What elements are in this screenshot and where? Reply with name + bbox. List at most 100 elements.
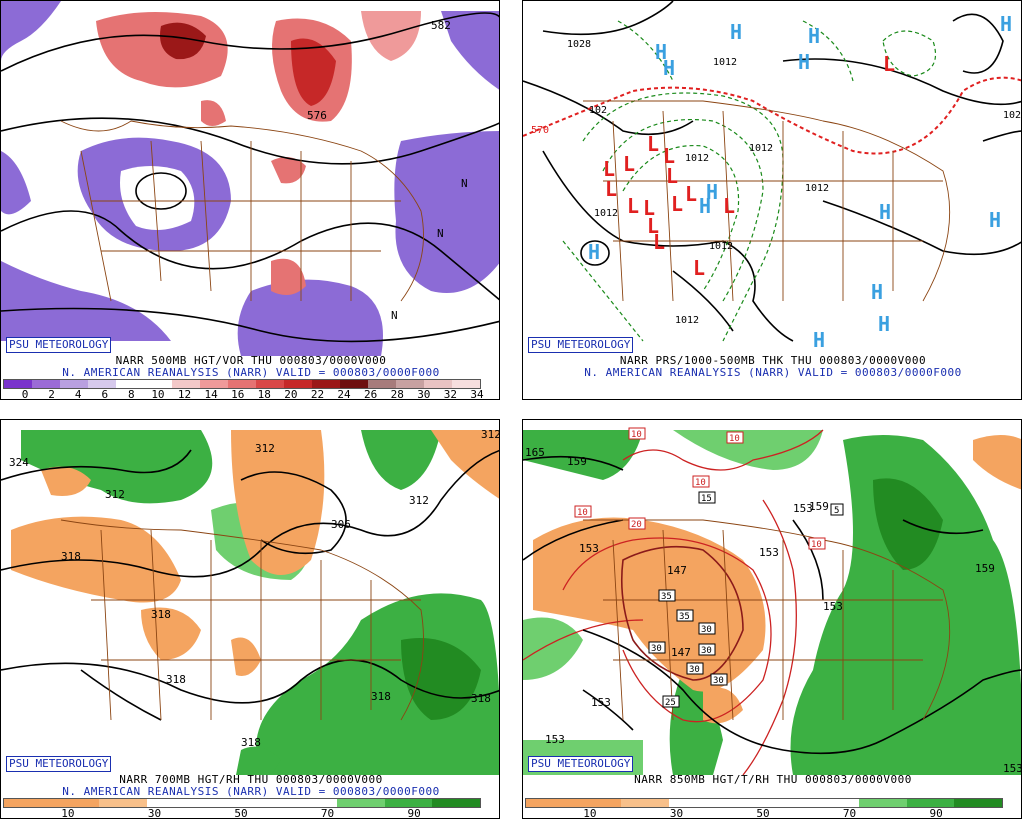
colorbar-segment bbox=[51, 799, 100, 807]
contour-label: 159 bbox=[567, 455, 587, 468]
high-pressure-marker: H bbox=[871, 280, 883, 304]
colorbar-segment bbox=[432, 799, 480, 807]
map-valid-time: N. AMERICAN REANALYSIS (NARR) VALID = 00… bbox=[584, 366, 962, 379]
contour-label: 102 bbox=[1003, 110, 1021, 121]
contour-label: 570 bbox=[531, 125, 549, 136]
colorbar-segment bbox=[396, 380, 424, 388]
contour-label: 1012 bbox=[685, 153, 709, 164]
colorbar-segment bbox=[99, 799, 147, 807]
high-pressure-marker: H bbox=[989, 208, 1001, 232]
temperature-label: 30 bbox=[701, 625, 712, 635]
temperature-label: 30 bbox=[713, 676, 724, 686]
low-pressure-marker: L bbox=[883, 52, 895, 76]
low-pressure-marker: L bbox=[671, 192, 683, 216]
colorbar-tick-label: 30 bbox=[417, 388, 431, 400]
colorbar-segment bbox=[340, 380, 368, 388]
colorbar-segment bbox=[452, 380, 480, 388]
contour-label: 318 bbox=[471, 692, 491, 705]
psu-meteorology-badge: PSU METEOROLOGY bbox=[528, 756, 634, 772]
map-title: NARR 500MB HGT/VOR THU 000803/0000V000 bbox=[115, 354, 387, 367]
colorbar-segment bbox=[716, 799, 764, 807]
psu-meteorology-badge: PSU METEOROLOGY bbox=[6, 756, 112, 772]
temperature-label: 15 bbox=[701, 494, 712, 504]
colorbar-segment bbox=[228, 380, 256, 388]
high-pressure-marker: H bbox=[730, 20, 742, 44]
colorbar-segment bbox=[368, 380, 396, 388]
colorbar-tick-label: 6 bbox=[101, 388, 109, 400]
colorbar-tick-label: 32 bbox=[443, 388, 458, 400]
contour-label: 153 bbox=[823, 600, 843, 613]
colorbar-tick-label: 70 bbox=[320, 807, 335, 819]
colorbar-tick-label: 90 bbox=[929, 807, 943, 819]
colorbar-segment bbox=[424, 380, 452, 388]
low-pressure-marker: L bbox=[603, 157, 615, 181]
colorbar-segment bbox=[60, 380, 88, 388]
temperature-label: 10 bbox=[729, 434, 740, 444]
colorbar-segment bbox=[668, 799, 717, 807]
colorbar-tick-label: 50 bbox=[234, 807, 248, 819]
low-pressure-marker: L bbox=[605, 177, 617, 201]
colorbar-tick-label: 28 bbox=[390, 388, 404, 400]
colorbar-segment bbox=[526, 799, 574, 807]
colorbar-tick-label: 50 bbox=[756, 807, 770, 819]
contour-label: N bbox=[437, 227, 444, 240]
contour-label: 318 bbox=[166, 673, 186, 686]
temperature-label: 35 bbox=[679, 612, 690, 622]
colorbar-segment bbox=[384, 799, 433, 807]
colorbar-segment bbox=[284, 380, 312, 388]
colorbar-segment bbox=[954, 799, 1002, 807]
contour-label: 312 bbox=[409, 494, 429, 507]
temperature-label: 30 bbox=[689, 665, 700, 675]
temperature-label: 30 bbox=[651, 644, 662, 654]
colorbar-ticks: 10 30 50 70 90 bbox=[523, 807, 1021, 819]
map-title: NARR 700MB HGT/RH THU 000803/0000V000 bbox=[119, 773, 383, 786]
colorbar-tick-label: 30 bbox=[147, 807, 162, 819]
colorbar-segment bbox=[241, 799, 290, 807]
colorbar-tick-label: 4 bbox=[74, 388, 82, 400]
temperature-label: 35 bbox=[661, 592, 672, 602]
colorbar-segment bbox=[144, 380, 172, 388]
colorbar-tick-label: 16 bbox=[231, 388, 245, 400]
colorbar-segment bbox=[337, 799, 385, 807]
high-pressure-marker: H bbox=[588, 240, 600, 264]
colorbar-segment bbox=[200, 380, 228, 388]
low-pressure-marker: L bbox=[627, 194, 639, 218]
contour-label: 318 bbox=[371, 690, 391, 703]
vorticity-map: 582 576 N N N bbox=[1, 1, 499, 356]
high-pressure-marker: H bbox=[798, 50, 810, 74]
contour-label: 1012 bbox=[805, 183, 829, 194]
colorbar-tick-label: 90 bbox=[407, 807, 421, 819]
colorbar-tick-label: 18 bbox=[257, 388, 271, 400]
pressure-map: H H H H H H H H H H H H H H L L L L L L … bbox=[523, 1, 1021, 356]
temperature-label: 10 bbox=[811, 540, 822, 550]
colorbar-ticks: 10 30 50 70 90 bbox=[1, 807, 499, 819]
contour-label: 153 bbox=[591, 696, 611, 709]
contour-label: 153 bbox=[1003, 762, 1022, 775]
panel-500mb-vorticity: 582 576 N N N PSU METEOROLOGY NARR 500MB… bbox=[0, 0, 500, 400]
map-title: NARR 850MB HGT/T/RH THU 000803/0000V000 bbox=[634, 773, 912, 786]
low-pressure-marker: L bbox=[647, 132, 659, 156]
colorbar-tick-label: 26 bbox=[364, 388, 378, 400]
colorbar-segment bbox=[88, 380, 116, 388]
low-pressure-marker: L bbox=[647, 214, 659, 238]
colorbar-tick-label: 22 bbox=[310, 388, 325, 400]
high-pressure-marker: H bbox=[655, 40, 667, 64]
colorbar-segment bbox=[859, 799, 907, 807]
map-valid-time: N. AMERICAN REANALYSIS (NARR) VALID = 00… bbox=[62, 785, 440, 798]
contour-label: 312 bbox=[105, 488, 125, 501]
colorbar-tick-label: 10 bbox=[151, 388, 165, 400]
temperature-label: 10 bbox=[631, 430, 642, 440]
contour-label: 153 bbox=[545, 733, 565, 746]
contour-label: 153 bbox=[579, 542, 599, 555]
colorbar-segment bbox=[289, 799, 338, 807]
colorbar-ticks: 0 2 4 6 8 10 12 14 16 18 20 22 24 26 28 30 32 34 bbox=[1, 388, 499, 400]
colorbar-tick-label: 34 bbox=[470, 388, 484, 400]
colorbar-segment bbox=[116, 380, 144, 388]
low-pressure-marker: L bbox=[666, 164, 678, 188]
low-pressure-marker: L bbox=[643, 196, 655, 220]
vorticity-colorbar bbox=[3, 379, 481, 389]
panel-pressure-thickness: H H H H H H H H H H H H H H L L L L L L … bbox=[522, 0, 1022, 400]
colorbar-segment bbox=[906, 799, 955, 807]
colorbar-tick-label: 0 bbox=[21, 388, 29, 400]
contour-label: 159 bbox=[809, 500, 829, 513]
